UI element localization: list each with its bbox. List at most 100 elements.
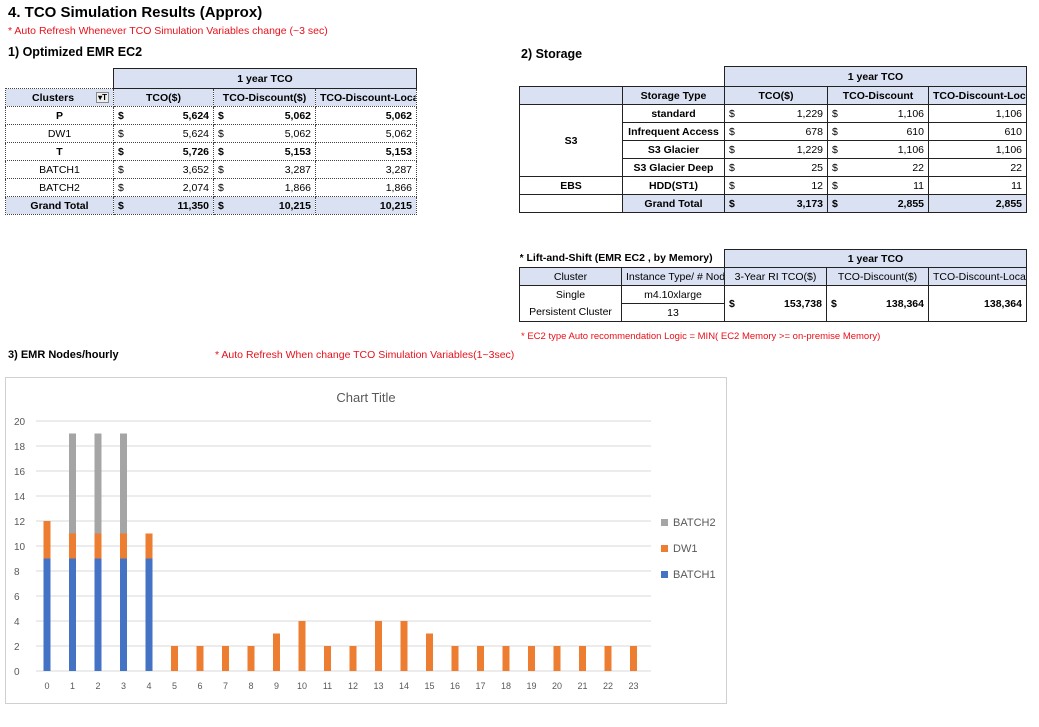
group-ebs: EBS — [519, 176, 623, 195]
lift-and-shift-table: * Lift-and-Shift (EMR EC2 , by Memory) 1 … — [519, 249, 1027, 322]
col-storage-type: Storage Type — [622, 86, 725, 105]
x-tick-label: 0 — [44, 681, 49, 691]
legend-label: DW1 — [673, 543, 697, 555]
currency-cell: $1,866 — [213, 178, 316, 197]
node-count: 13 — [621, 303, 725, 322]
bar-batch1 — [120, 558, 127, 671]
bar-dw1 — [553, 646, 561, 671]
group-header: 1 year TCO — [724, 249, 1027, 268]
bar-batch2 — [94, 433, 102, 534]
col-instance: Instance Type/ # Node — [621, 267, 725, 286]
x-tick-label: 16 — [450, 681, 460, 691]
bar-batch1 — [94, 558, 102, 671]
local-value: 3,287 — [315, 160, 417, 179]
bar-batch1 — [43, 558, 51, 671]
bar-dw1 — [222, 646, 229, 671]
col-local: TCO-Discount-Local — [928, 86, 1027, 105]
chart-title: Chart Title — [336, 390, 395, 405]
y-tick-label: 8 — [14, 567, 20, 578]
table-row: P $5,624 $5,062 5,062 — [5, 106, 417, 125]
bar-dw1 — [375, 621, 382, 671]
x-tick-label: 5 — [172, 681, 177, 691]
y-tick-label: 2 — [14, 642, 20, 653]
col-local: TCO-Discount-Local — [315, 88, 417, 107]
currency-cell: $2,855 — [827, 194, 929, 213]
x-tick-label: 10 — [297, 681, 307, 691]
local-value: 610 — [928, 122, 1027, 141]
col-ri-tco: 3-Year RI TCO($) — [724, 267, 827, 286]
group-header: 1 year TCO — [113, 68, 417, 89]
filter-icon[interactable]: ▾T — [96, 91, 109, 103]
page-title: 4. TCO Simulation Results (Approx) — [8, 4, 263, 21]
x-tick-label: 23 — [628, 681, 638, 691]
table-row: T $5,726 $5,153 5,153 — [5, 142, 417, 161]
x-tick-label: 17 — [475, 681, 485, 691]
y-tick-label: 16 — [14, 467, 26, 478]
bar-dw1 — [196, 646, 204, 671]
currency-cell: $5,726 — [113, 142, 214, 161]
storage-type: standard — [622, 104, 725, 123]
empty-cell — [519, 194, 623, 213]
bar-dw1 — [477, 646, 484, 671]
currency-cell: $5,624 — [113, 106, 214, 125]
col-cluster: Cluster — [519, 267, 622, 286]
nodes-note: * Auto Refresh When change TCO Simulatio… — [215, 349, 515, 361]
local-value: 1,106 — [928, 140, 1027, 159]
currency-cell: $3,173 — [724, 194, 828, 213]
col-tco: TCO($) — [113, 88, 214, 107]
x-tick-label: 2 — [95, 681, 100, 691]
currency-cell: $11 — [827, 176, 929, 195]
bar-dw1 — [604, 646, 612, 671]
x-tick-label: 18 — [501, 681, 511, 691]
total-label: Grand Total — [5, 196, 114, 215]
currency-cell: $5,062 — [213, 124, 316, 143]
bar-dw1 — [247, 646, 255, 671]
table-row: S3 Glacier $1,229 $1,106 1,106 — [520, 140, 1027, 159]
currency-cell: $25 — [724, 158, 828, 177]
x-tick-label: 6 — [197, 681, 202, 691]
storage-heading: 2) Storage — [521, 47, 583, 61]
x-tick-label: 15 — [424, 681, 434, 691]
bar-dw1 — [630, 646, 637, 671]
currency-cell: $1,229 — [724, 104, 828, 123]
currency-cell: $3,652 — [113, 160, 214, 179]
bar-dw1 — [426, 633, 433, 671]
cluster-name-line2: Persistent Cluster — [519, 303, 622, 322]
bar-dw1 — [451, 646, 459, 671]
bar-batch2 — [69, 433, 76, 534]
bar-dw1 — [349, 646, 357, 671]
nodes-chart[interactable]: Chart Title 0 2 4 6 8 10 12 14 16 18 20 0 1 2 3 4 5 6 7 8 9 1… — [5, 377, 727, 704]
x-tick-label: 9 — [274, 681, 279, 691]
ec2-heading: 1) Optimized EMR EC2 — [8, 45, 143, 59]
currency-cell: $2,074 — [113, 178, 214, 197]
x-tick-label: 11 — [323, 681, 332, 691]
storage-type: S3 Glacier Deep — [622, 158, 725, 177]
bar-batch1 — [145, 558, 153, 671]
x-tick-label: 22 — [603, 681, 613, 691]
bar-dw1 — [273, 633, 280, 671]
y-tick-label: 4 — [14, 617, 20, 628]
y-tick-label: 12 — [14, 517, 26, 528]
bar-dw1 — [69, 533, 76, 559]
col-clusters[interactable]: Clusters ▾T — [5, 88, 114, 107]
local-value: 5,062 — [315, 106, 417, 125]
bar-dw1 — [502, 646, 510, 671]
storage-type: HDD(ST1) — [622, 176, 725, 195]
local-value: 1,106 — [928, 104, 1027, 123]
x-tick-label: 3 — [121, 681, 126, 691]
cluster-name: BATCH2 — [5, 178, 114, 197]
table-row: BATCH2 $2,074 $1,866 1,866 — [5, 178, 417, 197]
lift-heading: * Lift-and-Shift (EMR EC2 , by Memory) — [519, 252, 713, 265]
cluster-name: BATCH1 — [5, 160, 114, 179]
refresh-note: * Auto Refresh Whenever TCO Simulation V… — [8, 25, 328, 37]
x-tick-label: 8 — [248, 681, 253, 691]
table-row: Infrequent Access $678 $610 610 — [520, 122, 1027, 141]
storage-tco-table: 1 year TCO Storage Type TCO($) TCO-Discoun… — [519, 66, 1027, 213]
group-s3: S3 — [519, 104, 623, 177]
currency-cell: $1,229 — [724, 140, 828, 159]
bar-dw1 — [579, 646, 586, 671]
local: 138,364 — [928, 285, 1027, 322]
x-tick-label: 12 — [348, 681, 358, 691]
x-tick-label: 1 — [70, 681, 75, 691]
x-tick-label: 21 — [577, 681, 587, 691]
